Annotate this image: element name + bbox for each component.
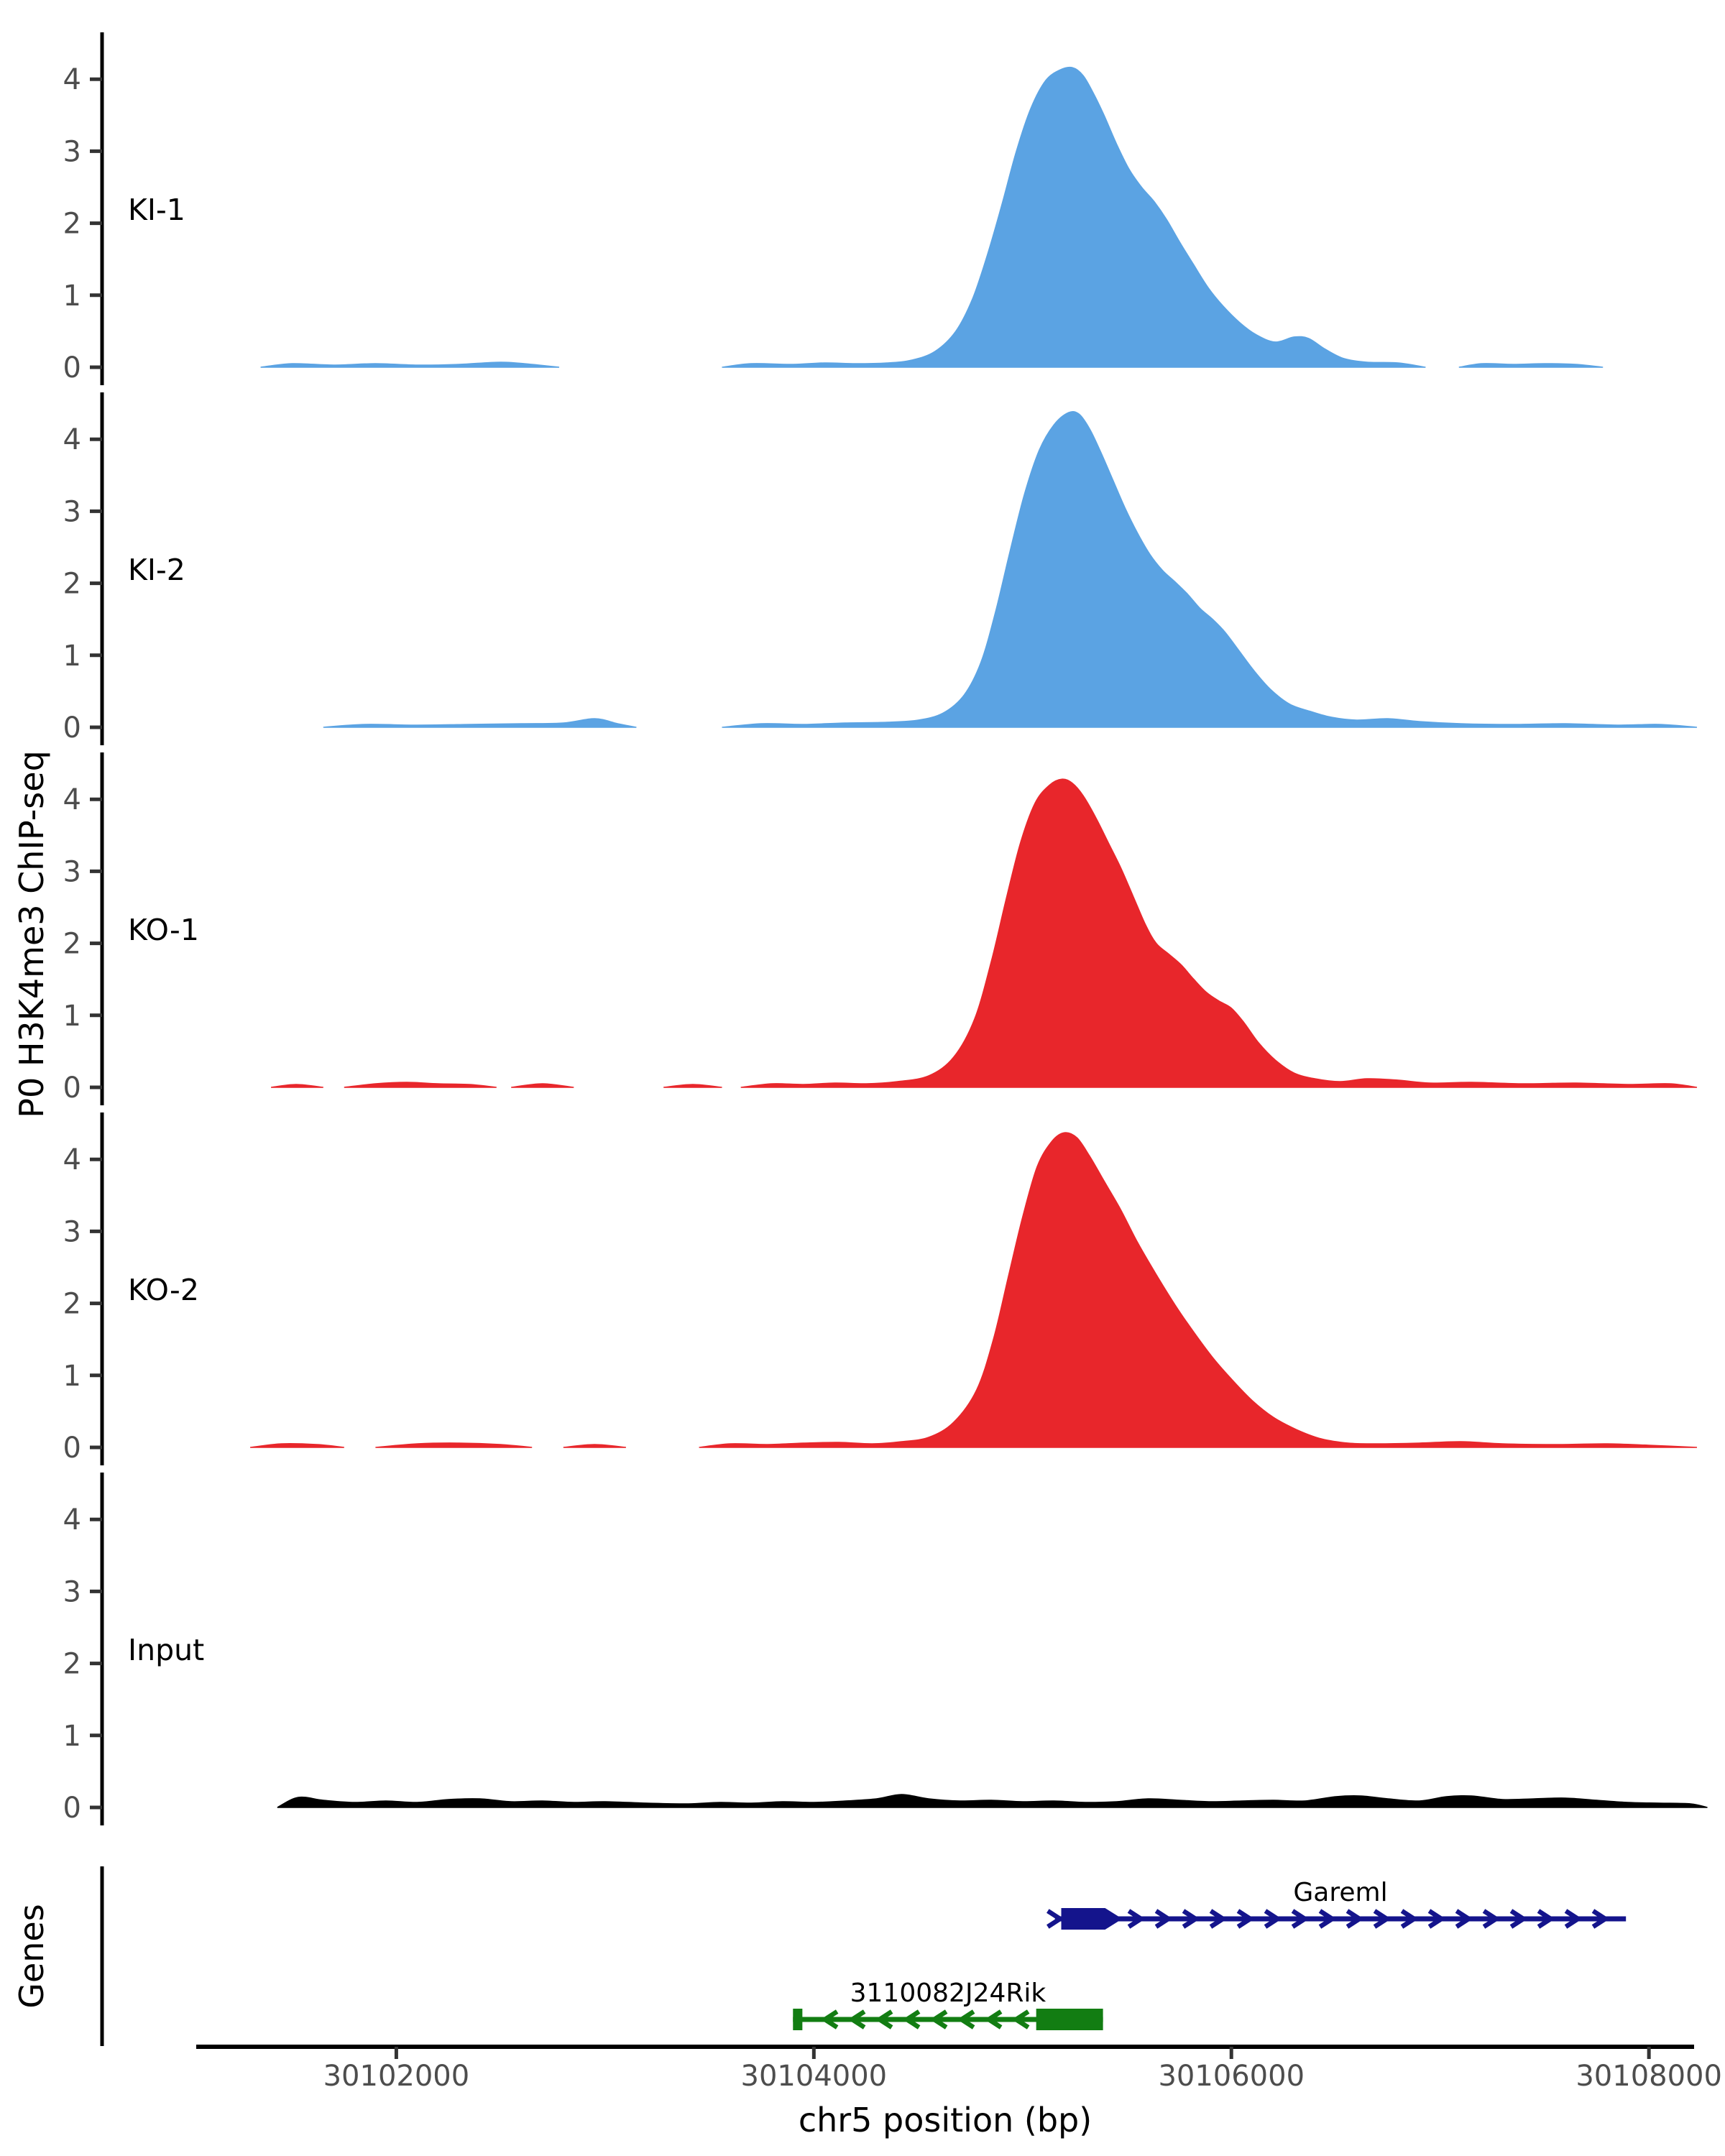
strand-arrow-icon bbox=[820, 2009, 839, 2030]
y-tick-label: 3 bbox=[63, 495, 81, 528]
y-tick-label: 1 bbox=[63, 640, 81, 673]
x-axis: 30102000 30104000 30106000 30108000 chr5 pos… bbox=[196, 2045, 1722, 2139]
coverage-area bbox=[1458, 363, 1604, 368]
coverage-area bbox=[699, 1132, 1698, 1448]
coverage-area bbox=[250, 1442, 344, 1448]
coverage-area bbox=[663, 1084, 722, 1088]
coverage-area bbox=[511, 1083, 574, 1088]
strand-arrow-icon bbox=[875, 2009, 893, 2030]
strand-arrow-icon bbox=[1264, 1909, 1282, 1929]
strand-arrow-icon bbox=[1482, 1909, 1501, 1929]
gene-exon-box bbox=[1061, 1908, 1123, 1930]
strand-arrow-icon bbox=[1455, 1909, 1473, 1929]
strand-arrow-icon bbox=[1182, 1909, 1200, 1929]
coverage-area bbox=[271, 1084, 323, 1088]
y-tick-label: 1 bbox=[63, 280, 81, 313]
strand-arrow-icon bbox=[1373, 1909, 1392, 1929]
y-tick-label: 2 bbox=[63, 568, 81, 601]
x-tick-label: 30108000 bbox=[1576, 2060, 1722, 2093]
y-tick-label: 0 bbox=[63, 1432, 81, 1465]
gene-start-bar bbox=[793, 2009, 803, 2030]
strand-arrow-icon bbox=[1291, 1909, 1310, 1929]
strand-arrow-icon bbox=[1537, 1909, 1555, 1929]
strand-arrow-icon bbox=[902, 2009, 921, 2030]
strand-arrow-icon bbox=[984, 2009, 1003, 2030]
y-tick-label: 3 bbox=[63, 855, 81, 888]
gene-body-line bbox=[1054, 1916, 1627, 1922]
strand-arrow-icon bbox=[1400, 1909, 1419, 1929]
track-KI-2: 0 1 2 3 4 KI-2 bbox=[63, 392, 1698, 745]
strand-arrow-icon bbox=[957, 2009, 975, 2030]
y-tick-label: 0 bbox=[63, 1792, 81, 1825]
y-tick-label: 2 bbox=[63, 1288, 81, 1321]
y-tick-label: 0 bbox=[63, 351, 81, 384]
y-tick-label: 3 bbox=[63, 1215, 81, 1248]
strand-arrow-icon bbox=[1154, 1909, 1173, 1929]
y-tick-label: 0 bbox=[63, 711, 81, 745]
y-tick-label: 4 bbox=[63, 423, 81, 456]
strand-arrow-icon bbox=[1318, 1909, 1337, 1929]
x-tick-label: 30106000 bbox=[1158, 2060, 1305, 2093]
y-tick-label: 3 bbox=[63, 135, 81, 168]
track-label: KO-1 bbox=[128, 913, 199, 947]
strand-arrow-icon bbox=[929, 2009, 948, 2030]
y-tick-label: 1 bbox=[63, 1000, 81, 1033]
y-tick-label: 1 bbox=[63, 1720, 81, 1753]
y-tick-label: 4 bbox=[63, 783, 81, 816]
strand-arrow-icon bbox=[1127, 1909, 1146, 1929]
y-tick-label: 2 bbox=[63, 1648, 81, 1681]
coverage-area bbox=[260, 361, 560, 368]
x-tick-label: 30102000 bbox=[323, 2060, 470, 2093]
coverage-area bbox=[277, 1794, 1708, 1808]
track-label: KI-1 bbox=[128, 193, 185, 227]
x-tick-label: 30104000 bbox=[741, 2060, 888, 2093]
strand-arrow-icon bbox=[1564, 1909, 1583, 1929]
coverage-area bbox=[722, 410, 1698, 728]
strand-arrow-icon bbox=[1509, 1909, 1528, 1929]
strand-arrow-icon bbox=[1011, 2009, 1030, 2030]
gene-Gareml: Gareml bbox=[1046, 1878, 1627, 1930]
y-tick-label: 2 bbox=[63, 928, 81, 961]
track-label: KI-2 bbox=[128, 553, 185, 587]
gene-name-label: Gareml bbox=[1293, 1878, 1387, 1907]
gene-exon-box bbox=[1036, 2009, 1103, 2030]
coverage-area bbox=[740, 778, 1698, 1088]
y-tick-label: 2 bbox=[63, 208, 81, 241]
y-tick-label: 4 bbox=[63, 1503, 81, 1537]
y-tick-label: 4 bbox=[63, 1143, 81, 1176]
genes-track-title: Genes bbox=[12, 1904, 51, 2008]
y-tick-label: 1 bbox=[63, 1360, 81, 1393]
strand-arrow-icon bbox=[1209, 1909, 1228, 1929]
strand-arrow-icon bbox=[847, 2009, 866, 2030]
gene-3110082J24Rik: 3110082J24Rik bbox=[793, 1978, 1103, 2030]
track-KI-1: 0 1 2 3 4 KI-1 bbox=[63, 32, 1604, 385]
track-KO-2: 0 1 2 3 4 KO-2 bbox=[63, 1112, 1698, 1465]
coverage-area bbox=[722, 66, 1426, 368]
gene-body-line bbox=[793, 2017, 1103, 2022]
strand-arrow-icon bbox=[1591, 1909, 1610, 1929]
strand-arrow-icon bbox=[1346, 1909, 1364, 1929]
strand-arrow-icon bbox=[1046, 1909, 1064, 1929]
strand-arrow-icon bbox=[1427, 1909, 1446, 1929]
y-axis-title: P0 H3K4me3 ChIP-seq bbox=[12, 750, 51, 1118]
y-tick-label: 0 bbox=[63, 1072, 81, 1105]
coverage-area bbox=[323, 718, 637, 728]
track-label: Input bbox=[128, 1633, 204, 1667]
track-KO-1: 0 1 2 3 4 KO-1 bbox=[63, 752, 1698, 1105]
y-tick-label: 3 bbox=[63, 1575, 81, 1608]
track-label: KO-2 bbox=[128, 1273, 199, 1307]
track-Input: 0 1 2 3 4 Input bbox=[63, 1473, 1708, 1825]
y-tick-label: 4 bbox=[63, 63, 81, 96]
coverage-area bbox=[375, 1442, 533, 1448]
gene-name-label: 3110082J24Rik bbox=[850, 1978, 1046, 2008]
strand-arrow-icon bbox=[1236, 1909, 1255, 1929]
genes-track: Gareml 3110082J24Rik bbox=[100, 1866, 1627, 2046]
coverage-area bbox=[344, 1082, 497, 1088]
coverage-area bbox=[563, 1444, 626, 1448]
x-axis-title: chr5 position (bp) bbox=[799, 2101, 1092, 2139]
